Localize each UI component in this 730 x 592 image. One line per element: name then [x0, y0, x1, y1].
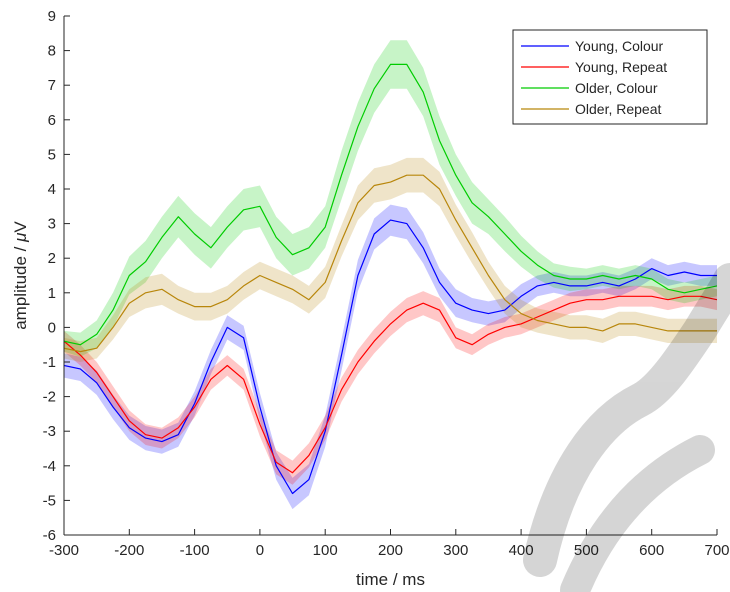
- series-line-4: [64, 174, 717, 353]
- y-tick-label: -6: [43, 527, 56, 544]
- y-axis-title-mu: μ: [11, 232, 30, 243]
- confidence-band-1: [64, 204, 717, 510]
- y-tick-label: 3: [48, 216, 56, 233]
- y-tick-label: 5: [48, 146, 56, 163]
- confidence-band-4: [64, 157, 717, 362]
- axes: -300 -200 -100 0 100 200 300 400 500 600 700 -6-5-…: [43, 8, 730, 559]
- plot-area: [64, 40, 717, 510]
- y-tick-label: -5: [43, 492, 56, 509]
- x-tick-label: 200: [378, 542, 403, 559]
- x-tick-label: 300: [443, 542, 468, 559]
- series-line-2: [64, 295, 717, 474]
- manuscript-watermark: [523, 263, 730, 592]
- x-tick-label: -300: [49, 542, 79, 559]
- confidence-bands: [64, 40, 717, 510]
- y-tick-label: -1: [43, 354, 56, 371]
- y-tick-label: 9: [48, 8, 56, 25]
- y-tick-label: -2: [43, 389, 56, 406]
- y-tick-label: -4: [43, 458, 56, 475]
- y-tick-label: 8: [48, 43, 56, 60]
- x-tick-label: 400: [509, 542, 534, 559]
- series-line-1: [64, 219, 717, 495]
- x-axis-ticks: -300 -200 -100 0 100 200 300 400 500 600 700: [49, 529, 730, 559]
- confidence-band-3: [64, 40, 717, 357]
- x-tick-label: 100: [313, 542, 338, 559]
- x-tick-label: 700: [704, 542, 729, 559]
- y-axis-title-unit: V: [11, 221, 30, 233]
- y-tick-label: 7: [48, 77, 56, 94]
- x-tick-label: -200: [114, 542, 144, 559]
- x-tick-label: 600: [639, 542, 664, 559]
- y-axis-title-prefix: amplitude /: [11, 242, 30, 330]
- legend-label: Young, Repeat: [575, 59, 667, 75]
- y-tick-label: -3: [43, 423, 56, 440]
- y-tick-label: 1: [48, 285, 56, 302]
- legend-label: Older, Repeat: [575, 101, 661, 117]
- legend-label: Older, Colour: [575, 80, 658, 96]
- legend: Young, Colour Young, Repeat Older, Colour O…: [512, 29, 708, 125]
- series-line-3: [64, 63, 717, 346]
- y-tick-label: 2: [48, 250, 56, 267]
- legend-label: Young, Colour: [575, 38, 664, 54]
- y-axis-title: amplitude / μV: [11, 221, 30, 330]
- x-tick-label: -100: [180, 542, 210, 559]
- y-axis-ticks: -6 -5 -4 -3 -2 -1 0 1 2 3 4 5 6 7 8 9: [43, 8, 70, 544]
- y-tick-label: 6: [48, 112, 56, 129]
- series-lines: [64, 63, 717, 495]
- x-tick-label: 500: [574, 542, 599, 559]
- confidence-band-2: [64, 285, 717, 485]
- x-axis-title: time / ms: [356, 570, 425, 589]
- y-tick-label: 4: [48, 181, 56, 198]
- y-tick-label: 0: [48, 319, 56, 336]
- x-tick-label: 0: [256, 542, 264, 559]
